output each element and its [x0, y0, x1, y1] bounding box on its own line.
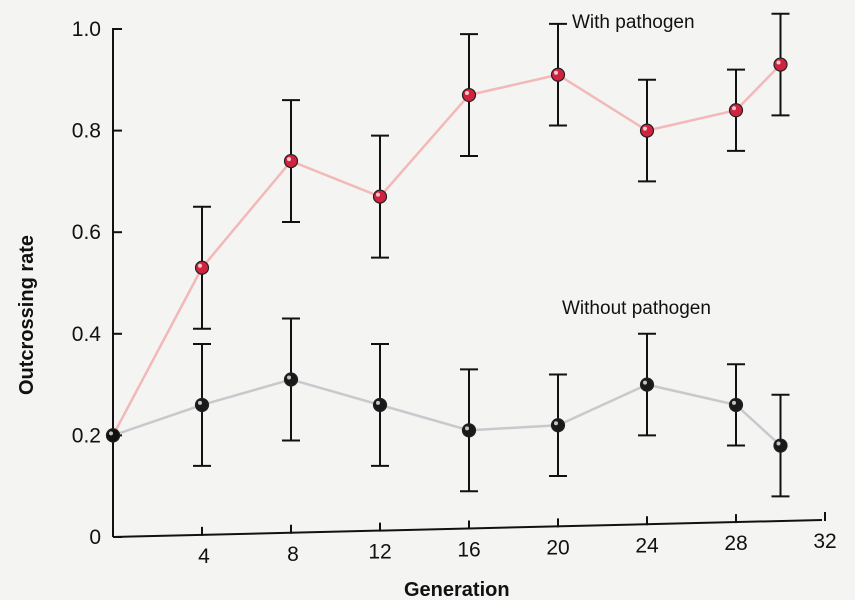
data-point-highlight — [198, 263, 202, 268]
data-point-with-pathogen — [461, 87, 477, 103]
x-tick-label: 28 — [724, 532, 747, 555]
x-tick-label: 12 — [368, 541, 391, 564]
data-point-highlight — [643, 380, 647, 385]
y-tick-label: 0.2 — [72, 424, 101, 447]
data-point-highlight — [109, 431, 113, 436]
x-tick-label: 32 — [813, 530, 836, 553]
series-line-without-pathogen — [112, 378, 782, 447]
tick-marks — [113, 28, 826, 538]
data-point-highlight — [287, 375, 291, 380]
data-point-without-pathogen — [372, 397, 388, 413]
tick-labels: 0 0.2 0.4 0.6 0.8 1.0 4 8 12 16 20 24 28 32 — [72, 18, 837, 568]
data-point-without-pathogen — [194, 397, 210, 413]
data-point-with-pathogen — [372, 189, 388, 204]
data-point-without-pathogen — [105, 428, 121, 443]
data-point-highlight — [554, 421, 558, 426]
y-tick-label: 0.6 — [72, 221, 101, 244]
data-points — [105, 57, 788, 453]
data-point-without-pathogen — [550, 418, 566, 433]
x-axis-line — [112, 519, 823, 538]
data-point-with-pathogen — [194, 260, 210, 275]
data-point-with-pathogen — [550, 67, 566, 82]
data-point-highlight — [465, 426, 469, 431]
data-point-without-pathogen — [283, 372, 299, 387]
y-tick-label: 1.0 — [72, 18, 101, 41]
series-line-with-pathogen — [111, 63, 782, 436]
x-tick-label: 8 — [287, 543, 299, 566]
data-point-without-pathogen — [461, 423, 477, 438]
data-point-highlight — [376, 400, 380, 405]
y-tick-label: 0 — [89, 526, 101, 549]
x-axis-title: Generation — [404, 579, 510, 600]
y-tick-label: 0.4 — [72, 323, 102, 346]
data-point-without-pathogen — [773, 438, 788, 453]
data-point-highlight — [732, 400, 736, 405]
data-point-highlight — [287, 157, 291, 162]
data-point-with-pathogen — [728, 103, 744, 118]
x-tick-label: 20 — [546, 536, 569, 559]
data-point-with-pathogen — [639, 123, 655, 138]
data-point-highlight — [554, 70, 558, 75]
data-point-highlight — [776, 441, 781, 446]
error-bars — [193, 12, 790, 498]
data-point-highlight — [198, 400, 202, 405]
data-point-highlight — [732, 106, 736, 111]
data-point-with-pathogen — [283, 153, 299, 169]
y-tick-label: 0.8 — [72, 120, 101, 143]
data-point-without-pathogen — [639, 377, 655, 392]
data-point-highlight — [643, 126, 647, 131]
data-point-with-pathogen — [773, 57, 788, 72]
y-axis-title: Outcrossing rate — [16, 235, 38, 395]
series-lines — [111, 63, 782, 447]
x-tick-label: 4 — [198, 545, 210, 568]
series-label-without-pathogen: Without pathogen — [562, 298, 711, 319]
data-point-without-pathogen — [728, 397, 744, 413]
x-tick-label: 16 — [457, 539, 480, 562]
data-point-highlight — [376, 192, 380, 197]
data-point-highlight — [465, 91, 469, 96]
x-tick-label: 24 — [635, 534, 659, 557]
axes — [112, 28, 823, 538]
series-label-with-pathogen: With pathogen — [572, 12, 695, 33]
data-point-highlight — [776, 60, 781, 65]
